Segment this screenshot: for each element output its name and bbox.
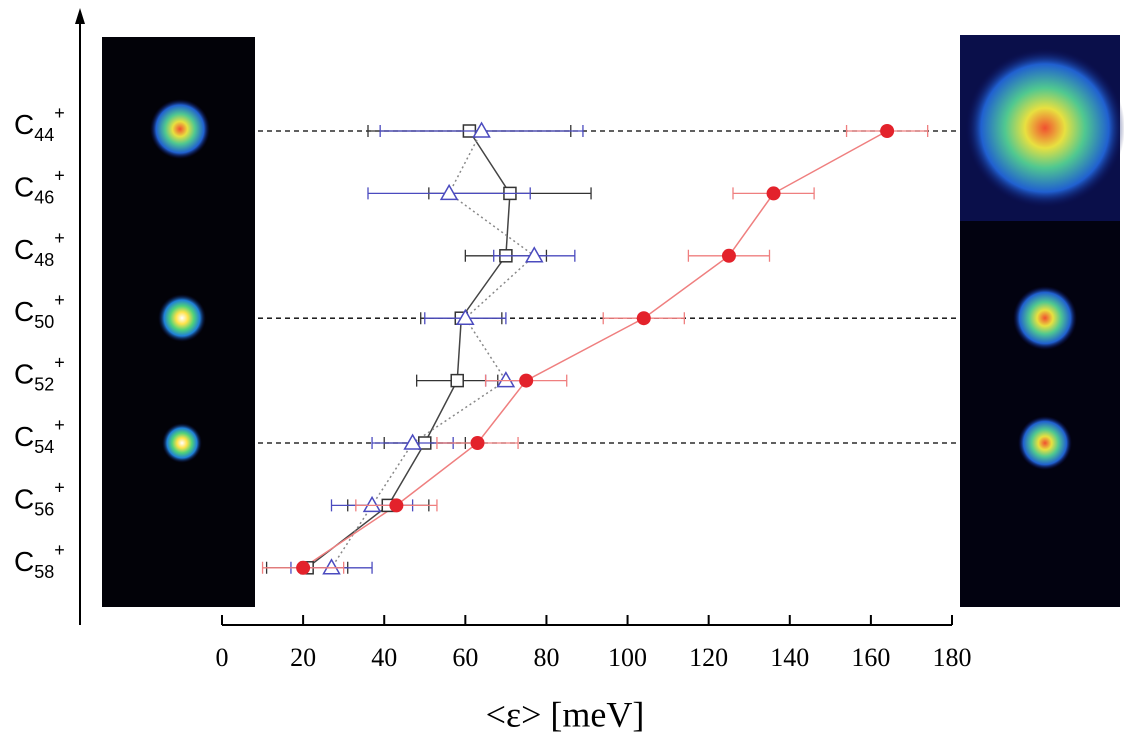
point bbox=[470, 436, 485, 450]
point bbox=[524, 246, 544, 263]
spot bbox=[965, 48, 1124, 208]
category-name: C bbox=[14, 109, 34, 140]
x-tick-label: 120 bbox=[689, 643, 728, 672]
x-tick-label: 140 bbox=[770, 643, 809, 672]
y-tick-label: C54+ bbox=[14, 415, 65, 457]
category-name: C bbox=[14, 359, 34, 390]
y-tick-label: C50+ bbox=[14, 290, 65, 332]
category-sup: + bbox=[54, 103, 65, 123]
category-name: C bbox=[14, 421, 34, 452]
category-sup: + bbox=[54, 540, 65, 560]
x-tick-label: 0 bbox=[216, 643, 229, 672]
point bbox=[456, 308, 475, 325]
point bbox=[721, 248, 736, 263]
category-sub: 58 bbox=[34, 562, 54, 582]
point bbox=[439, 183, 459, 201]
point bbox=[389, 498, 404, 513]
series-line bbox=[306, 130, 511, 569]
category-sub: 50 bbox=[34, 312, 54, 332]
point bbox=[472, 121, 491, 138]
series-line bbox=[302, 130, 888, 569]
y-axis-arrow bbox=[75, 8, 85, 24]
category-sup: + bbox=[54, 477, 65, 497]
point bbox=[362, 495, 382, 513]
category-sup: + bbox=[54, 415, 65, 435]
x-tick-label: 100 bbox=[608, 643, 647, 672]
point bbox=[880, 124, 895, 138]
left-images bbox=[102, 37, 255, 607]
point bbox=[403, 433, 422, 450]
x-tick-label: 160 bbox=[851, 643, 890, 672]
category-sup: + bbox=[54, 290, 65, 310]
spot bbox=[158, 294, 206, 342]
x-tick-label: 180 bbox=[933, 643, 972, 672]
series-line bbox=[330, 130, 536, 569]
y-tick-label: C56+ bbox=[14, 477, 65, 519]
category-name: C bbox=[14, 484, 34, 515]
point bbox=[450, 373, 464, 388]
category-sub: 48 bbox=[34, 250, 54, 270]
point bbox=[496, 371, 516, 388]
spot bbox=[162, 423, 202, 463]
category-name: C bbox=[14, 234, 34, 265]
spot bbox=[1013, 286, 1077, 350]
category-sub: 54 bbox=[34, 437, 54, 457]
category-sub: 52 bbox=[34, 374, 54, 394]
category-sup: + bbox=[54, 165, 65, 185]
category-sub: 46 bbox=[34, 187, 54, 207]
x-tick-label: 20 bbox=[290, 643, 316, 672]
right-images bbox=[960, 35, 1124, 607]
x-tick-label: 60 bbox=[452, 643, 478, 672]
point bbox=[296, 560, 311, 575]
spot bbox=[1018, 416, 1072, 470]
category-name: C bbox=[14, 297, 34, 328]
y-tick-label: C52+ bbox=[14, 352, 65, 394]
y-tick-label: C44+ bbox=[14, 103, 65, 145]
point bbox=[636, 311, 651, 326]
point bbox=[322, 558, 341, 575]
spot bbox=[150, 99, 210, 159]
x-axis-label: <ε> [meV] bbox=[486, 694, 645, 734]
category-name: C bbox=[14, 172, 34, 203]
y-tick-label: C58+ bbox=[14, 540, 65, 582]
category-name: C bbox=[14, 546, 34, 577]
x-tick-label: 80 bbox=[533, 643, 559, 672]
category-sup: + bbox=[54, 228, 65, 248]
point bbox=[519, 373, 534, 388]
category-sup: + bbox=[54, 352, 65, 372]
point bbox=[766, 186, 781, 201]
category-sub: 56 bbox=[34, 499, 54, 519]
category-sub: 44 bbox=[34, 125, 54, 145]
x-tick-label: 40 bbox=[371, 643, 397, 672]
y-tick-label: C48+ bbox=[14, 228, 65, 270]
y-tick-label: C46+ bbox=[14, 165, 65, 207]
